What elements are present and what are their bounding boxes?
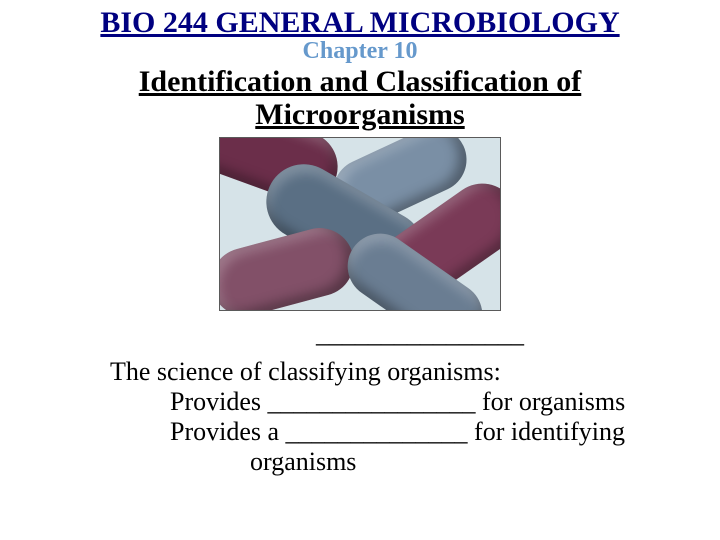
bacterium-shape bbox=[219, 220, 361, 311]
body-text: The science of classifying organisms: Pr… bbox=[0, 357, 720, 477]
chapter-label: Chapter 10 bbox=[0, 38, 720, 65]
body-line-1: The science of classifying organisms: bbox=[110, 357, 710, 387]
course-title: BIO 244 GENERAL MICROBIOLOGY bbox=[0, 0, 720, 40]
subtitle: Identification and Classification of Mic… bbox=[0, 65, 720, 131]
body-line-3: Provides a ______________ for identifyin… bbox=[110, 417, 710, 447]
slide: BIO 244 GENERAL MICROBIOLOGY Chapter 10 … bbox=[0, 0, 720, 540]
blank-term-line: ________________ bbox=[0, 319, 720, 349]
subtitle-line-2: Microorganisms bbox=[255, 98, 464, 131]
bacteria-image bbox=[219, 137, 501, 311]
subtitle-line-1: Identification and Classification of bbox=[139, 65, 582, 98]
body-line-2: Provides ________________ for organisms bbox=[110, 387, 710, 417]
body-line-4: organisms bbox=[110, 447, 710, 477]
